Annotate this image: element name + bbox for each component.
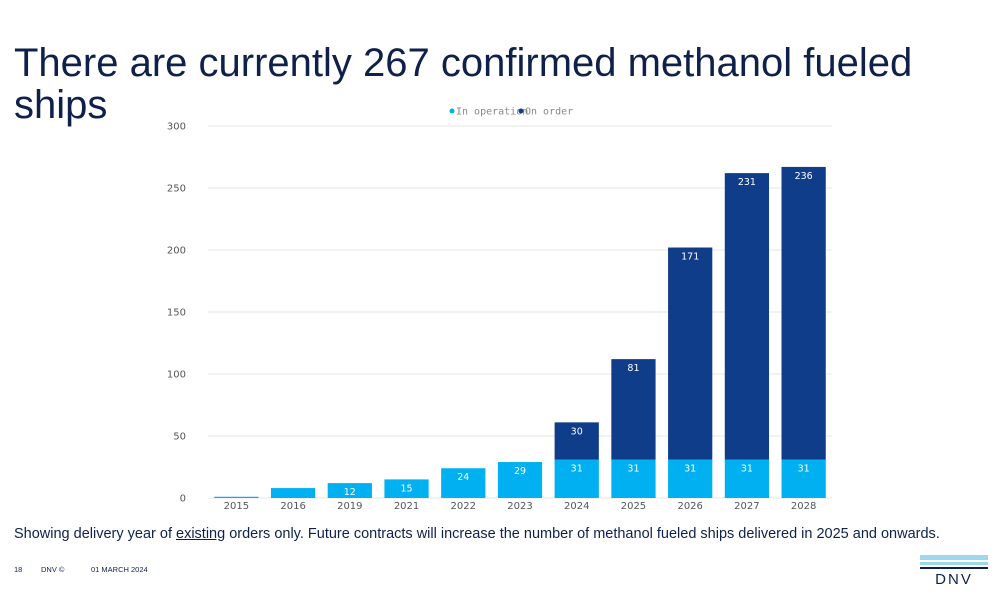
data-label: 236 [795, 171, 813, 182]
x-tick-label: 2025 [621, 501, 646, 512]
bar-on-order [611, 359, 656, 460]
bar-in-operation [270, 488, 316, 498]
x-tick-label: 2023 [507, 501, 532, 512]
logo-stripe [920, 562, 988, 565]
data-label: 81 [627, 363, 639, 374]
y-tick-label: 300 [167, 122, 186, 133]
y-tick-label: 50 [173, 432, 186, 443]
legend-marker [449, 108, 455, 114]
bar-in-operation [441, 468, 486, 498]
bar-in-operation [781, 459, 826, 498]
legend-label: On order [525, 107, 573, 118]
bar-in-operation [668, 459, 713, 498]
data-label: 15 [400, 483, 412, 494]
data-label: 29 [514, 466, 526, 477]
data-label: 31 [741, 464, 753, 475]
y-axis: 0 50 100 150 200 250 300 [167, 122, 186, 505]
x-tick-label: 2019 [337, 501, 362, 512]
logo-stripe [920, 567, 988, 569]
footnote-text-end: orders only. Future contracts will incre… [225, 526, 940, 542]
stacked-bar-chart: 0 50 100 150 200 250 300 12 15 24 29 31 30 31 81 31 171… [167, 107, 832, 512]
y-tick-label: 100 [167, 370, 186, 381]
data-label: 12 [344, 487, 356, 498]
x-tick-label: 2016 [280, 501, 305, 512]
x-tick-label: 2015 [224, 501, 249, 512]
bar-on-order [554, 422, 599, 460]
x-tick-label: 2022 [451, 501, 476, 512]
data-label: 31 [798, 464, 810, 475]
footnote: Showing delivery year of existing orders… [14, 526, 989, 542]
data-label: 31 [571, 464, 583, 475]
y-tick-label: 250 [167, 184, 186, 195]
bar-in-operation [214, 496, 259, 498]
slide-date: 01 MARCH 2024 [91, 565, 148, 574]
chart-bars: 12 15 24 29 31 30 31 81 31 171 31 231 31 236 [214, 166, 826, 498]
bar-in-operation [611, 459, 656, 498]
legend-marker [518, 108, 524, 114]
bar-in-operation [497, 462, 543, 498]
logo-stripe [920, 555, 988, 560]
data-label: 31 [684, 464, 696, 475]
bar-on-order [781, 166, 826, 460]
data-label: 171 [681, 252, 699, 263]
x-tick-label: 2027 [734, 501, 759, 512]
bar-on-order [668, 247, 713, 460]
y-tick-label: 150 [167, 308, 186, 319]
y-tick-label: 200 [167, 246, 186, 257]
bar-in-operation [554, 459, 599, 498]
data-label: 31 [627, 464, 639, 475]
x-axis: 2015 2016 2019 2021 2022 2023 2024 2025 2026 2027… [224, 501, 817, 512]
x-tick-label: 2021 [394, 501, 419, 512]
dnv-logo: DNV [920, 555, 988, 589]
page-number: 18 [14, 565, 23, 574]
bar-in-operation [384, 479, 429, 498]
data-label: 24 [457, 472, 469, 483]
legend-label: In operation [456, 107, 528, 118]
data-label: 231 [738, 177, 756, 188]
bar-in-operation [327, 483, 372, 498]
footnote-underlined-word: existing [176, 526, 226, 542]
bar-in-operation [724, 459, 770, 498]
logo-text: DNV [935, 571, 973, 588]
data-label: 30 [571, 426, 583, 437]
footnote-text-start: Showing delivery year of [14, 526, 176, 542]
slide-title: There are currently 267 confirmed methan… [14, 41, 913, 127]
y-tick-label: 0 [180, 494, 186, 505]
x-tick-label: 2026 [677, 501, 702, 512]
copyright: DNV © [41, 565, 65, 574]
x-tick-label: 2028 [791, 501, 816, 512]
bar-on-order [724, 173, 770, 460]
x-tick-label: 2024 [564, 501, 589, 512]
